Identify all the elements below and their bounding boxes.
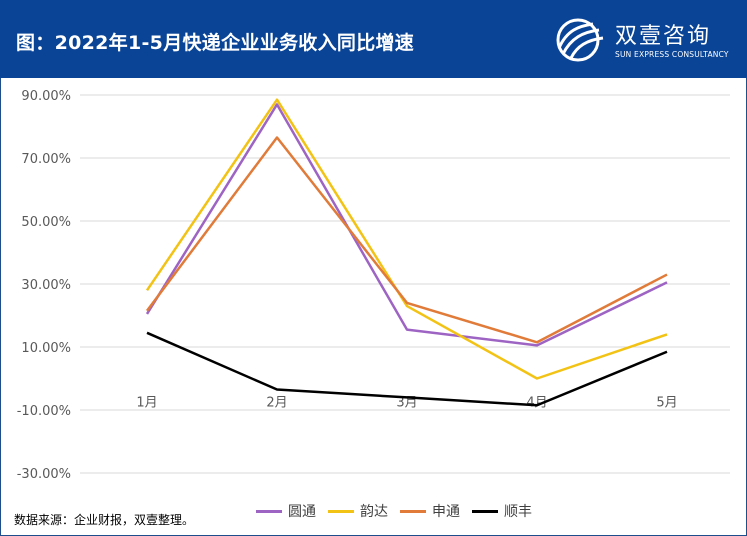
series-line-0 — [145, 103, 668, 347]
series-line-3 — [146, 331, 668, 407]
legend-item-yunda: 韵达 — [328, 501, 388, 521]
series-line-2 — [146, 136, 668, 344]
x-axis-labels: 1月 2月 3月 4月 5月 — [136, 396, 677, 411]
y-tick-label: 90.00% — [21, 89, 71, 104]
series-line-1 — [145, 98, 668, 380]
legend-label-yunda: 韵达 — [360, 504, 388, 520]
y-tick-label: 30.00% — [21, 278, 71, 293]
source-note: 数据来源：企业财报，双壹整理。 — [14, 513, 195, 527]
gridlines — [80, 94, 730, 474]
legend-item-yuantong: 圆通 — [256, 501, 316, 521]
y-tick-label: 70.00% — [21, 152, 71, 167]
x-tick-label: 1月 — [136, 396, 157, 411]
header-bar: 图：2022年1-5月快递企业业务收入同比增速 双壹咨询 SUN EXPRESS… — [0, 0, 747, 78]
y-axis-labels: 90.00% 70.00% 50.00% 30.00% 10.00% -10.00% -30… — [17, 89, 71, 482]
brand-logo: 双壹咨询 SUN EXPRESS CONSULTANCY — [549, 14, 739, 70]
legend-label-yuantong: 圆通 — [288, 504, 316, 520]
series-lines — [145, 98, 668, 407]
logo-mark-icon — [556, 18, 604, 62]
x-tick-label: 3月 — [396, 396, 417, 411]
x-tick-label: 4月 — [526, 396, 547, 411]
legend-swatch-yuantong — [256, 509, 282, 513]
y-tick-label: 50.00% — [21, 215, 71, 230]
chart-title: 图：2022年1-5月快递企业业务收入同比增速 — [16, 32, 415, 54]
legend-label-shunfeng: 顺丰 — [504, 504, 532, 520]
y-tick-label: 10.00% — [21, 341, 71, 356]
legend-item-shunfeng: 顺丰 — [472, 501, 532, 521]
line-chart: 90.00% 70.00% 50.00% 30.00% 10.00% -10.00% -30… — [17, 89, 730, 482]
legend-swatch-shentong — [400, 509, 426, 513]
y-tick-label: -30.00% — [17, 467, 71, 482]
legend-item-shentong: 申通 — [400, 501, 460, 521]
logo-text-en: SUN EXPRESS CONSULTANCY — [615, 50, 729, 59]
legend-label-shentong: 申通 — [432, 504, 460, 520]
logo-text-cn: 双壹咨询 — [615, 24, 712, 49]
x-tick-label: 2月 — [266, 396, 287, 411]
legend-swatch-yunda — [328, 509, 354, 513]
y-tick-label: -10.00% — [17, 404, 71, 419]
legend: 圆通 韵达 申通 顺丰 — [256, 501, 532, 521]
legend-swatch-shunfeng — [472, 509, 498, 513]
x-tick-label: 5月 — [656, 396, 677, 411]
